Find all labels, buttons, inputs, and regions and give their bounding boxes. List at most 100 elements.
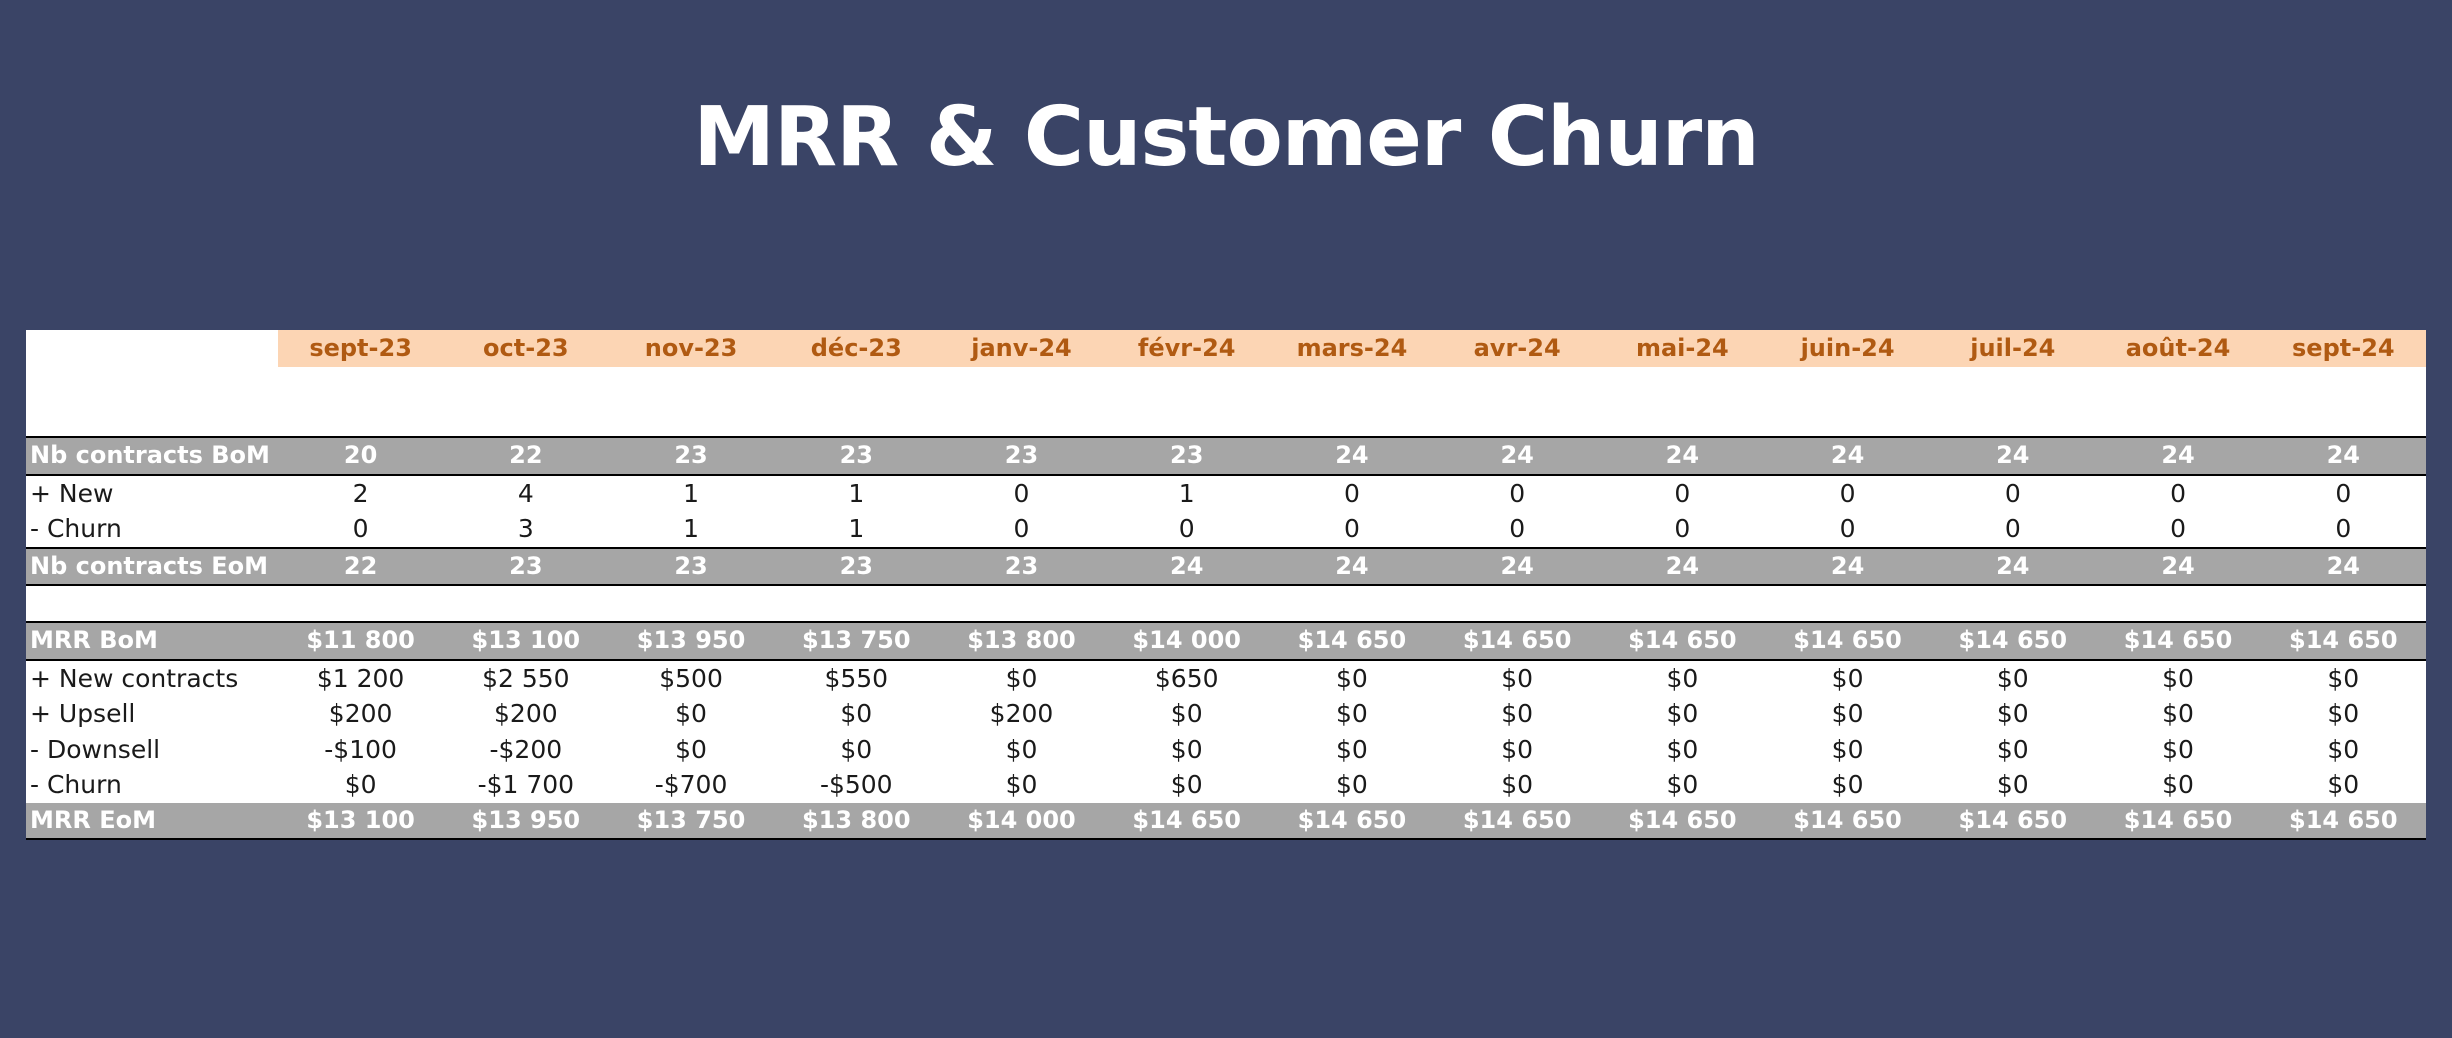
value-cell: $0 — [2327, 734, 2360, 764]
value-cell: -$1 700 — [477, 770, 575, 799]
value-cell: 0 — [2004, 478, 2021, 508]
value-cell: $0 — [2162, 699, 2194, 728]
value-cell: 24 — [2260, 436, 2426, 476]
value-cell: $14 650 — [1930, 802, 2096, 840]
month-header-cell: oct-23 — [443, 330, 609, 367]
value-cell: $0 — [1501, 770, 1534, 799]
row-label: + New contracts — [30, 663, 239, 693]
value-cell: $0 — [1996, 770, 2029, 799]
month-header-cell: avr-24 — [1434, 330, 1600, 367]
value-cell: 23 — [1104, 436, 1270, 476]
row-label: Nb contracts BoM — [26, 436, 278, 476]
value-cell: -$200 — [489, 734, 563, 764]
header-corner-cell — [26, 330, 278, 367]
value-cell: $13 950 — [443, 802, 609, 840]
table-row: Nb contracts BoM 20 22 23 23 23 23 24 24 24 24 24 24… — [26, 436, 2426, 476]
row-label: MRR EoM — [26, 802, 278, 840]
value-cell: $0 — [1336, 699, 1368, 728]
value-cell: 0 — [2004, 514, 2021, 543]
value-cell: $0 — [2162, 734, 2194, 764]
value-cell: $13 800 — [773, 802, 939, 840]
value-cell: 0 — [2335, 478, 2352, 508]
value-cell: $14 650 — [1269, 802, 1435, 840]
value-cell: $0 — [840, 734, 873, 764]
value-cell: $14 650 — [2260, 802, 2426, 840]
value-cell: 0 — [1343, 514, 1360, 543]
value-cell: -$500 — [819, 770, 893, 799]
value-cell: 24 — [2095, 546, 2261, 586]
month-header-cell: nov-23 — [608, 330, 774, 367]
value-cell: $0 — [1336, 734, 1368, 764]
month-header-cell: févr-24 — [1104, 330, 1270, 367]
value-cell: $13 950 — [608, 621, 774, 661]
value-cell: $14 650 — [1269, 621, 1435, 661]
value-cell: 24 — [1104, 546, 1270, 586]
value-cell: $0 — [1996, 663, 2029, 693]
value-cell: $14 650 — [1930, 621, 2096, 661]
value-cell: $0 — [344, 770, 377, 799]
value-cell: 0 — [1509, 478, 1526, 508]
month-header-cell: mars-24 — [1269, 330, 1435, 367]
value-cell: 4 — [517, 478, 534, 508]
value-cell: 22 — [443, 436, 609, 476]
value-cell: 0 — [1013, 514, 1030, 543]
page-title: MRR & Customer Churn — [693, 90, 1759, 185]
month-header-cell: mai-24 — [1599, 330, 1765, 367]
value-cell: $14 000 — [1104, 621, 1270, 661]
value-cell: $200 — [494, 699, 558, 728]
spacer-cell — [26, 367, 2426, 437]
value-cell: $0 — [1996, 734, 2029, 764]
table-row: MRR EoM $13 100 $13 950 $13 750 $13 800 $14 0… — [26, 802, 2426, 840]
value-cell: $0 — [1336, 663, 1368, 693]
value-cell: 3 — [517, 514, 534, 543]
value-cell: $0 — [1005, 663, 1038, 693]
value-cell: 1 — [1178, 478, 1195, 508]
month-header-cell: janv-24 — [938, 330, 1105, 367]
value-cell: 0 — [1343, 478, 1360, 508]
value-cell: $200 — [328, 699, 393, 728]
value-cell: 0 — [1674, 514, 1691, 543]
value-cell: 24 — [1269, 436, 1435, 476]
value-cell: $0 — [1501, 699, 1534, 728]
value-cell: 0 — [1839, 478, 1856, 508]
value-cell: $13 100 — [278, 802, 444, 840]
value-cell: 23 — [773, 546, 939, 586]
value-cell: 0 — [1674, 478, 1691, 508]
value-cell: $0 — [840, 699, 873, 728]
value-cell: $13 750 — [608, 802, 774, 840]
spacer-row — [26, 585, 2426, 622]
value-cell: 23 — [608, 436, 774, 476]
table-row: - Churn 0 3 1 1 0 0 0 0 0 0 0 0 0 — [26, 511, 2426, 548]
value-cell: 22 — [278, 546, 444, 586]
month-header-cell: sept-24 — [2260, 330, 2426, 367]
value-cell: $0 — [1831, 699, 1864, 728]
value-cell: 24 — [1930, 436, 2096, 476]
table-row: + Upsell $200 $200 $0 $0 $200 $0 $0 $0 $0 $0 $0 $0 $0 — [26, 696, 2426, 732]
value-cell: $14 650 — [1434, 621, 1600, 661]
value-cell: $0 — [1170, 734, 1203, 764]
month-header-cell: juil-24 — [1930, 330, 2096, 367]
value-cell: 0 — [2335, 514, 2352, 543]
month-header-row: sept-23 oct-23 nov-23 déc-23 janv-24 févr-24 m… — [26, 330, 2426, 367]
value-cell: 24 — [1434, 436, 1600, 476]
value-cell: $550 — [824, 663, 889, 693]
month-header-cell: sept-23 — [278, 330, 444, 367]
value-cell: $14 000 — [938, 802, 1105, 840]
value-cell: 0 — [1509, 514, 1526, 543]
value-cell: 20 — [278, 436, 444, 476]
value-cell: $0 — [1336, 770, 1368, 799]
value-cell: $0 — [1996, 699, 2029, 728]
mrr-churn-table: sept-23 oct-23 nov-23 déc-23 janv-24 févr-24 m… — [26, 330, 2426, 840]
value-cell: 24 — [1599, 546, 1765, 586]
value-cell: $0 — [1666, 734, 1699, 764]
value-cell: $14 650 — [1764, 621, 1931, 661]
row-label: - Churn — [30, 514, 122, 543]
value-cell: 1 — [683, 514, 699, 543]
value-cell: 23 — [608, 546, 774, 586]
month-header-cell: juin-24 — [1764, 330, 1931, 367]
value-cell: -$100 — [324, 734, 397, 764]
value-cell: $14 650 — [1599, 621, 1765, 661]
value-cell: 0 — [352, 514, 369, 543]
value-cell: $0 — [2327, 699, 2360, 728]
value-cell: $0 — [1501, 663, 1534, 693]
